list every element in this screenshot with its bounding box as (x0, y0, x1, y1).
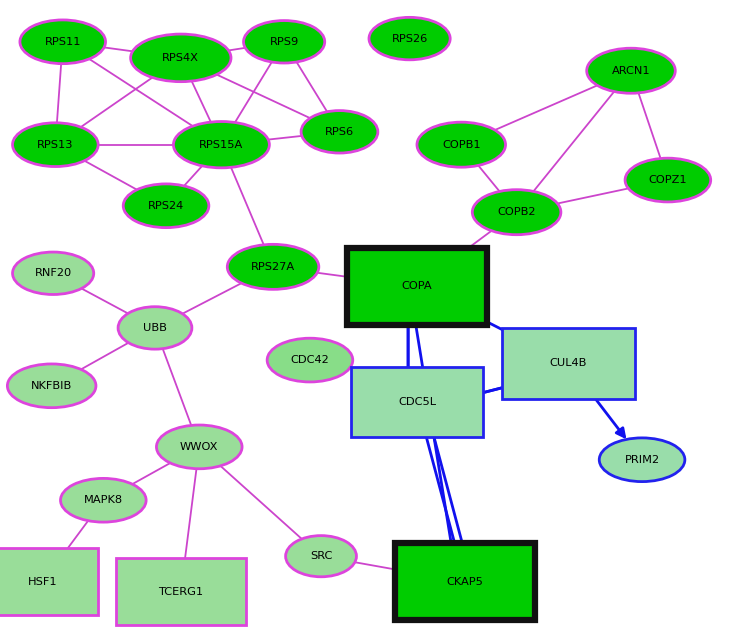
Text: NKFBIB: NKFBIB (31, 381, 72, 391)
Text: WWOX: WWOX (180, 442, 218, 452)
Ellipse shape (123, 184, 209, 228)
Text: RPS6: RPS6 (325, 127, 354, 137)
Text: RPS9: RPS9 (269, 37, 299, 47)
Ellipse shape (20, 20, 106, 64)
Text: SRC: SRC (310, 551, 332, 561)
Ellipse shape (61, 478, 146, 522)
Text: RPS15A: RPS15A (199, 140, 244, 150)
Ellipse shape (286, 536, 356, 577)
Text: PRIM2: PRIM2 (624, 455, 660, 465)
Ellipse shape (118, 307, 192, 349)
Ellipse shape (599, 438, 685, 482)
Ellipse shape (156, 425, 242, 469)
Text: RPS27A: RPS27A (251, 262, 295, 272)
Ellipse shape (173, 122, 269, 168)
Text: MAPK8: MAPK8 (83, 495, 123, 505)
FancyBboxPatch shape (395, 543, 535, 620)
Ellipse shape (301, 111, 378, 153)
Text: COPB2: COPB2 (497, 207, 536, 217)
Ellipse shape (267, 338, 353, 382)
FancyBboxPatch shape (116, 558, 246, 625)
Text: RNF20: RNF20 (35, 268, 72, 278)
Text: HSF1: HSF1 (28, 577, 58, 587)
Text: TCERG1: TCERG1 (158, 586, 204, 597)
Ellipse shape (13, 123, 98, 167)
Text: RPS26: RPS26 (391, 33, 428, 44)
Ellipse shape (131, 34, 231, 82)
Ellipse shape (472, 190, 561, 235)
Text: CKAP5: CKAP5 (446, 577, 483, 587)
Ellipse shape (244, 21, 325, 63)
Ellipse shape (417, 122, 506, 167)
Ellipse shape (227, 244, 319, 289)
Text: CUL4B: CUL4B (550, 358, 587, 368)
FancyBboxPatch shape (347, 248, 487, 325)
Text: UBB: UBB (143, 323, 167, 333)
Text: COPA: COPA (401, 281, 432, 291)
Text: COPB1: COPB1 (442, 140, 480, 150)
Text: CDC5L: CDC5L (398, 397, 436, 407)
Ellipse shape (587, 48, 675, 93)
Text: CDC42: CDC42 (291, 355, 329, 365)
Ellipse shape (7, 364, 96, 408)
Text: ARCN1: ARCN1 (612, 66, 650, 76)
Ellipse shape (369, 17, 450, 60)
FancyBboxPatch shape (502, 328, 635, 399)
Ellipse shape (13, 252, 94, 294)
Text: RPS24: RPS24 (148, 201, 184, 211)
Text: RPS4X: RPS4X (162, 53, 199, 63)
Ellipse shape (625, 158, 711, 202)
FancyBboxPatch shape (351, 367, 483, 437)
Text: RPS13: RPS13 (37, 140, 74, 150)
Text: RPS11: RPS11 (44, 37, 81, 47)
FancyBboxPatch shape (0, 548, 98, 615)
Text: COPZ1: COPZ1 (649, 175, 687, 185)
